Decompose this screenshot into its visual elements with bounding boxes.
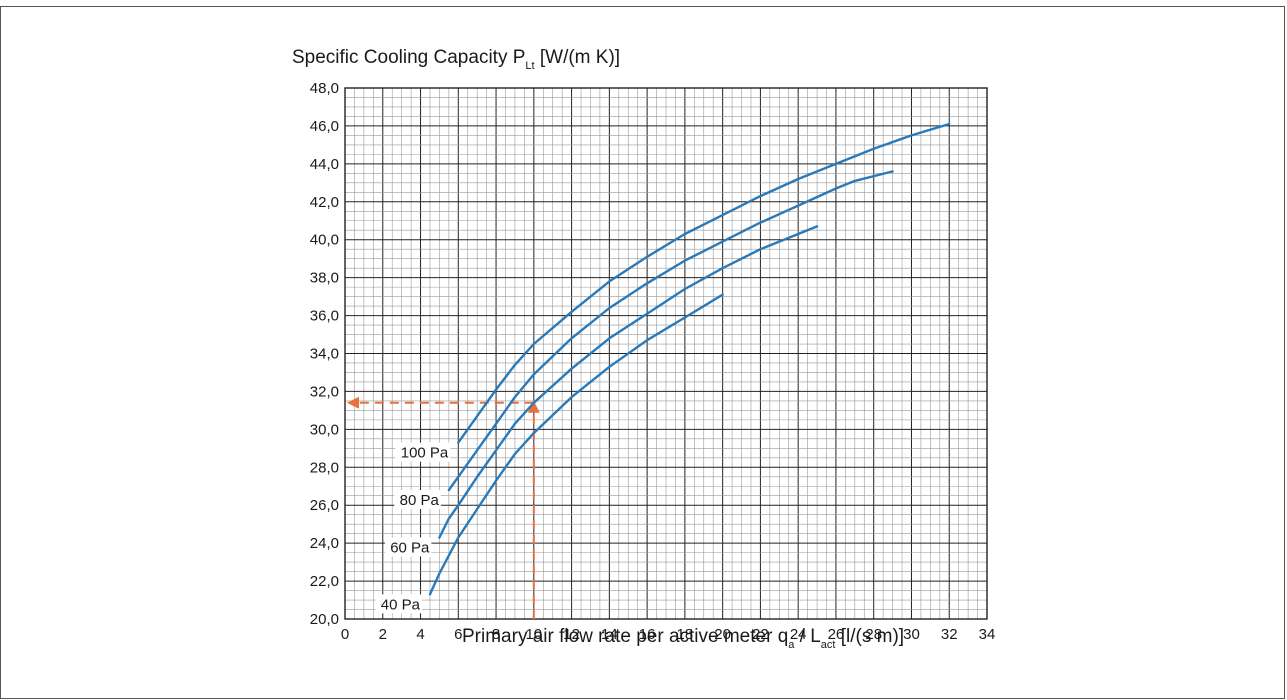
series-line-80-pa <box>447 170 894 492</box>
x-axis-title: Primary air flow rate per active meter q… <box>462 626 905 651</box>
y-tick-label: 20,0 <box>310 611 339 628</box>
y-tick-label: 40,0 <box>310 232 339 249</box>
x-tick-label: 32 <box>941 626 958 643</box>
y-tick-label: 44,0 <box>310 156 339 173</box>
series-label: 40 Pa <box>381 596 421 613</box>
series-label-bg <box>394 490 441 510</box>
series-label-bg <box>384 537 432 557</box>
x-tick-label: 26 <box>828 626 845 643</box>
x-tick-label: 22 <box>752 626 769 643</box>
series-label: 60 Pa <box>390 539 430 556</box>
series-label: 100 Pa <box>401 445 449 462</box>
x-tick-label: 34 <box>979 626 996 643</box>
x-tick-label: 2 <box>379 626 387 643</box>
x-tick-label: 4 <box>416 626 424 643</box>
y-tick-label: 42,0 <box>310 194 339 211</box>
x-tick-label: 14 <box>601 626 618 643</box>
y-tick-label: 28,0 <box>310 459 339 476</box>
y-tick-label: 30,0 <box>310 421 339 438</box>
x-tick-label: 30 <box>903 626 920 643</box>
series-label: 80 Pa <box>400 492 440 509</box>
y-tick-label: 22,0 <box>310 573 339 590</box>
series-line-40-pa <box>428 293 724 596</box>
y-tick-label: 32,0 <box>310 383 339 400</box>
x-tick-label: 18 <box>677 626 694 643</box>
x-tick-label: 0 <box>341 626 349 643</box>
y-tick-label: 38,0 <box>310 270 339 287</box>
x-tick-label: 20 <box>714 626 731 643</box>
annotation-arrow-up <box>527 400 540 413</box>
x-tick-label: 16 <box>639 626 656 643</box>
series-label-bg <box>375 594 422 614</box>
x-tick-label: 28 <box>865 626 882 643</box>
chart-frame <box>0 6 1285 699</box>
x-tick-label: 6 <box>454 626 462 643</box>
series-line-60-pa <box>438 225 819 539</box>
chart-title: Specific Cooling Capacity PLt [W/(m K)] <box>292 47 621 72</box>
y-tick-label: 46,0 <box>310 118 339 135</box>
title-subscript: Lt <box>525 60 535 72</box>
plot-border <box>344 87 988 620</box>
x-tick-label: 10 <box>525 626 542 643</box>
annotation-arrow-left <box>347 396 359 409</box>
x-tick-label: 8 <box>492 626 500 643</box>
y-tick-label: 34,0 <box>310 346 339 363</box>
y-tick-label: 36,0 <box>310 308 339 325</box>
series-label-bg <box>395 442 451 462</box>
x-tick-label: 12 <box>563 626 580 643</box>
x-tick-label: 24 <box>790 626 807 643</box>
y-tick-label: 24,0 <box>310 535 339 552</box>
series-line-100-pa <box>457 122 951 444</box>
y-tick-label: 26,0 <box>310 497 339 514</box>
y-tick-label: 48,0 <box>310 80 339 97</box>
